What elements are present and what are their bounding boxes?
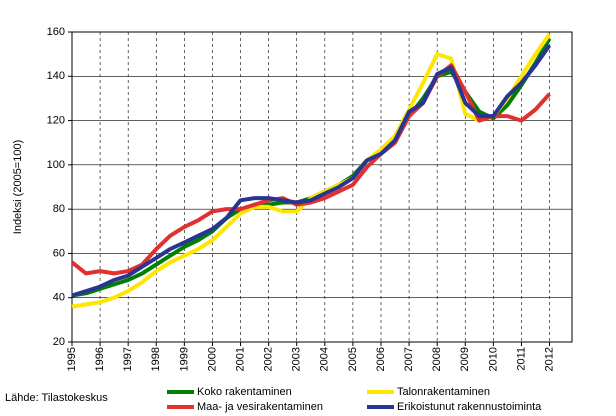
x-tick-label: 2000 bbox=[206, 347, 218, 371]
x-tick-label: 2007 bbox=[403, 347, 415, 371]
y-tick-label: 120 bbox=[47, 114, 65, 126]
legend-label: Maa- ja vesirakentaminen bbox=[197, 401, 323, 413]
y-tick-label: 60 bbox=[53, 247, 65, 259]
series-line bbox=[70, 63, 551, 276]
x-tick-label: 1998 bbox=[150, 347, 162, 371]
x-tick-label: 2008 bbox=[431, 347, 443, 371]
x-tick-label: 1997 bbox=[122, 347, 134, 371]
x-tick-label: 2001 bbox=[234, 347, 246, 371]
x-tick-label: 2003 bbox=[291, 347, 303, 371]
x-tick-label: 2012 bbox=[543, 347, 555, 371]
legend-label: Erikoistunut rakennustoiminta bbox=[397, 401, 542, 413]
x-tick-label: 2004 bbox=[319, 347, 331, 371]
x-tick-label: 2005 bbox=[347, 347, 359, 371]
x-tick-label: 1999 bbox=[178, 347, 190, 371]
x-tick-label: 1995 bbox=[66, 347, 78, 371]
legend-label: Koko rakentaminen bbox=[197, 386, 292, 398]
x-tick-label: 2010 bbox=[487, 347, 499, 371]
y-tick-label: 140 bbox=[47, 70, 65, 82]
source: Lähde: Tilastokeskus bbox=[5, 392, 108, 404]
x-tick-label: 2009 bbox=[459, 347, 471, 371]
y-tick-label: 160 bbox=[47, 26, 65, 38]
y-axis-label: Indeksi (2005=100) bbox=[12, 140, 24, 234]
y-tick-label: 20 bbox=[53, 336, 65, 348]
x-tick-label: 1996 bbox=[94, 347, 106, 371]
x-tick-label: 2006 bbox=[375, 347, 387, 371]
plot-area bbox=[71, 31, 573, 343]
y-tick-label: 40 bbox=[53, 292, 65, 304]
x-tick-label: 2002 bbox=[263, 347, 275, 371]
legend-label: Talonrakentaminen bbox=[397, 386, 490, 398]
series-line bbox=[71, 44, 552, 298]
y-tick-label: 100 bbox=[47, 159, 65, 171]
y-tick-label: 80 bbox=[53, 203, 65, 215]
x-tick-label: 2011 bbox=[515, 347, 527, 371]
